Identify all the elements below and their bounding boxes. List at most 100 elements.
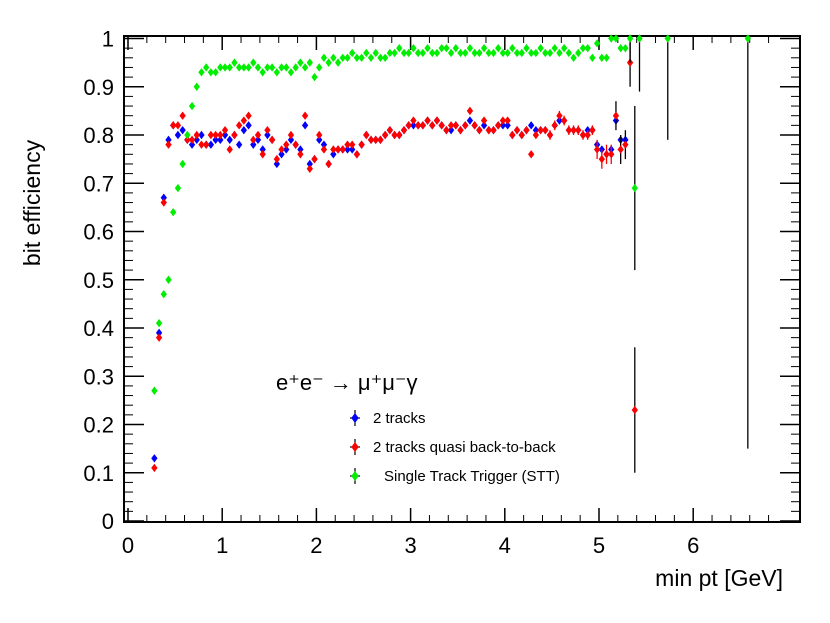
y-tick-label: 0.7: [83, 171, 114, 196]
data-point: [608, 34, 615, 43]
data-point: [518, 130, 525, 140]
y-tick-label: 0.2: [83, 413, 114, 438]
data-point: [490, 48, 497, 58]
data-point: [485, 48, 492, 58]
data-point: [424, 116, 431, 125]
data-point: [212, 68, 219, 77]
legend-label: Single Track Trigger (STT): [384, 468, 560, 485]
data-point: [438, 121, 445, 130]
data-point: [353, 53, 361, 62]
data-point: [165, 135, 172, 145]
data-point: [575, 48, 582, 58]
data-point: [509, 43, 516, 53]
data-point: [405, 121, 412, 130]
data-point: [495, 43, 502, 53]
data-point: [198, 130, 205, 140]
legend-marker: [351, 413, 359, 423]
data-point: [160, 193, 167, 202]
data-point: [410, 43, 417, 53]
data-point: [391, 130, 398, 140]
data-point: [240, 125, 248, 135]
data-point: [377, 53, 384, 62]
data-point: [433, 116, 441, 125]
data-point: [301, 63, 309, 72]
data-point: [287, 130, 295, 140]
data-point: [278, 150, 285, 159]
data-point: [560, 43, 568, 53]
data-point: [170, 208, 177, 217]
x-axis: 0 1 2 3 4 5 6: [122, 36, 770, 558]
data-point: [198, 68, 205, 77]
data-point: [174, 130, 182, 140]
data-point: [236, 140, 243, 149]
data-point: [268, 63, 276, 72]
data-point: [165, 140, 172, 149]
data-point: [462, 121, 469, 130]
legend-marker: [351, 442, 359, 452]
data-point: [593, 39, 601, 48]
data-point: [466, 43, 474, 53]
data-point: [226, 63, 233, 72]
data-point: [523, 43, 530, 53]
data-point: [325, 159, 332, 169]
x-tick-label: 6: [687, 533, 699, 558]
data-point: [160, 290, 167, 299]
data-point: [259, 150, 266, 159]
data-point: [608, 150, 615, 159]
data-point: [264, 63, 271, 72]
data-point: [466, 106, 474, 116]
data-point: [414, 121, 422, 130]
data-point: [367, 135, 375, 145]
data-point: [664, 34, 671, 43]
data-point: [603, 53, 610, 62]
data-series: [151, 34, 751, 473]
data-point: [334, 145, 342, 154]
data-point: [174, 183, 182, 193]
data-point: [179, 111, 186, 120]
data-point: [565, 125, 573, 135]
data-point: [622, 43, 629, 53]
data-point: [603, 150, 610, 159]
data-point: [160, 198, 167, 207]
data-point: [306, 159, 313, 169]
data-point: [311, 154, 318, 164]
data-point: [193, 135, 200, 145]
data-point: [414, 48, 422, 58]
data-point: [466, 116, 474, 125]
data-point: [490, 125, 497, 135]
data-point: [617, 43, 624, 53]
data-point: [188, 140, 196, 149]
data-point: [217, 63, 224, 72]
data-point: [579, 130, 587, 140]
data-point: [226, 135, 233, 145]
data-point: [429, 121, 436, 130]
data-point: [170, 121, 177, 130]
data-point: [452, 121, 459, 130]
y-tick-label: 0.1: [83, 461, 114, 486]
data-point: [198, 140, 205, 149]
data-point: [372, 135, 379, 145]
data-point: [382, 53, 389, 62]
data-point: [353, 150, 361, 159]
data-point: [155, 333, 163, 342]
data-point: [396, 130, 403, 140]
x-tick-label: 3: [404, 533, 416, 558]
data-point: [589, 125, 596, 135]
data-point: [447, 121, 455, 130]
data-point: [476, 48, 483, 58]
data-point: [330, 53, 337, 62]
data-point: [542, 125, 549, 135]
data-point: [264, 125, 271, 135]
data-point: [528, 150, 535, 159]
x-tick-label: 1: [216, 533, 228, 558]
data-point: [542, 48, 549, 58]
legend: 2 tracks 2 tracks quasi back-to-back Singl…: [350, 410, 560, 485]
data-point: [622, 140, 629, 149]
data-point: [631, 183, 638, 193]
data-point: [471, 48, 478, 58]
series-1: [151, 38, 638, 473]
data-point: [504, 48, 511, 58]
data-point: [151, 454, 158, 463]
data-point: [499, 121, 507, 130]
